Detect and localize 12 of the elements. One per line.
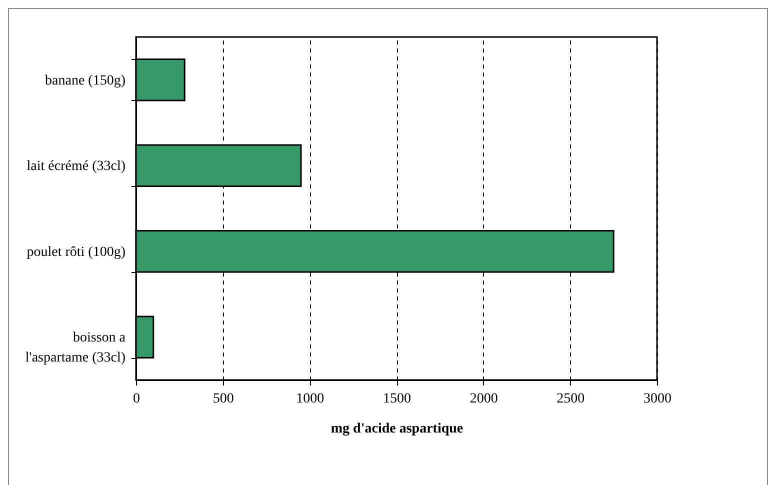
x-tick-label: 1500 <box>383 392 411 406</box>
x-tick-label: 0 <box>133 392 140 406</box>
x-tick-label: 2000 <box>470 392 498 406</box>
y-tick-label: lait écrémé (33cl) <box>26 159 126 174</box>
y-tick-label: banane (150g) <box>45 73 126 88</box>
x-axis-title: mg d'acide aspartique <box>330 422 464 436</box>
x-tick-label: 3000 <box>644 392 672 406</box>
y-tick-label: poulet rôti (100g) <box>26 244 126 260</box>
x-tick-label: 500 <box>212 392 234 406</box>
x-tick-label: 1000 <box>296 392 324 406</box>
x-tick-label: 2500 <box>556 392 585 406</box>
y-tick-label: boisson a l'aspartame (33cl) <box>25 330 126 366</box>
